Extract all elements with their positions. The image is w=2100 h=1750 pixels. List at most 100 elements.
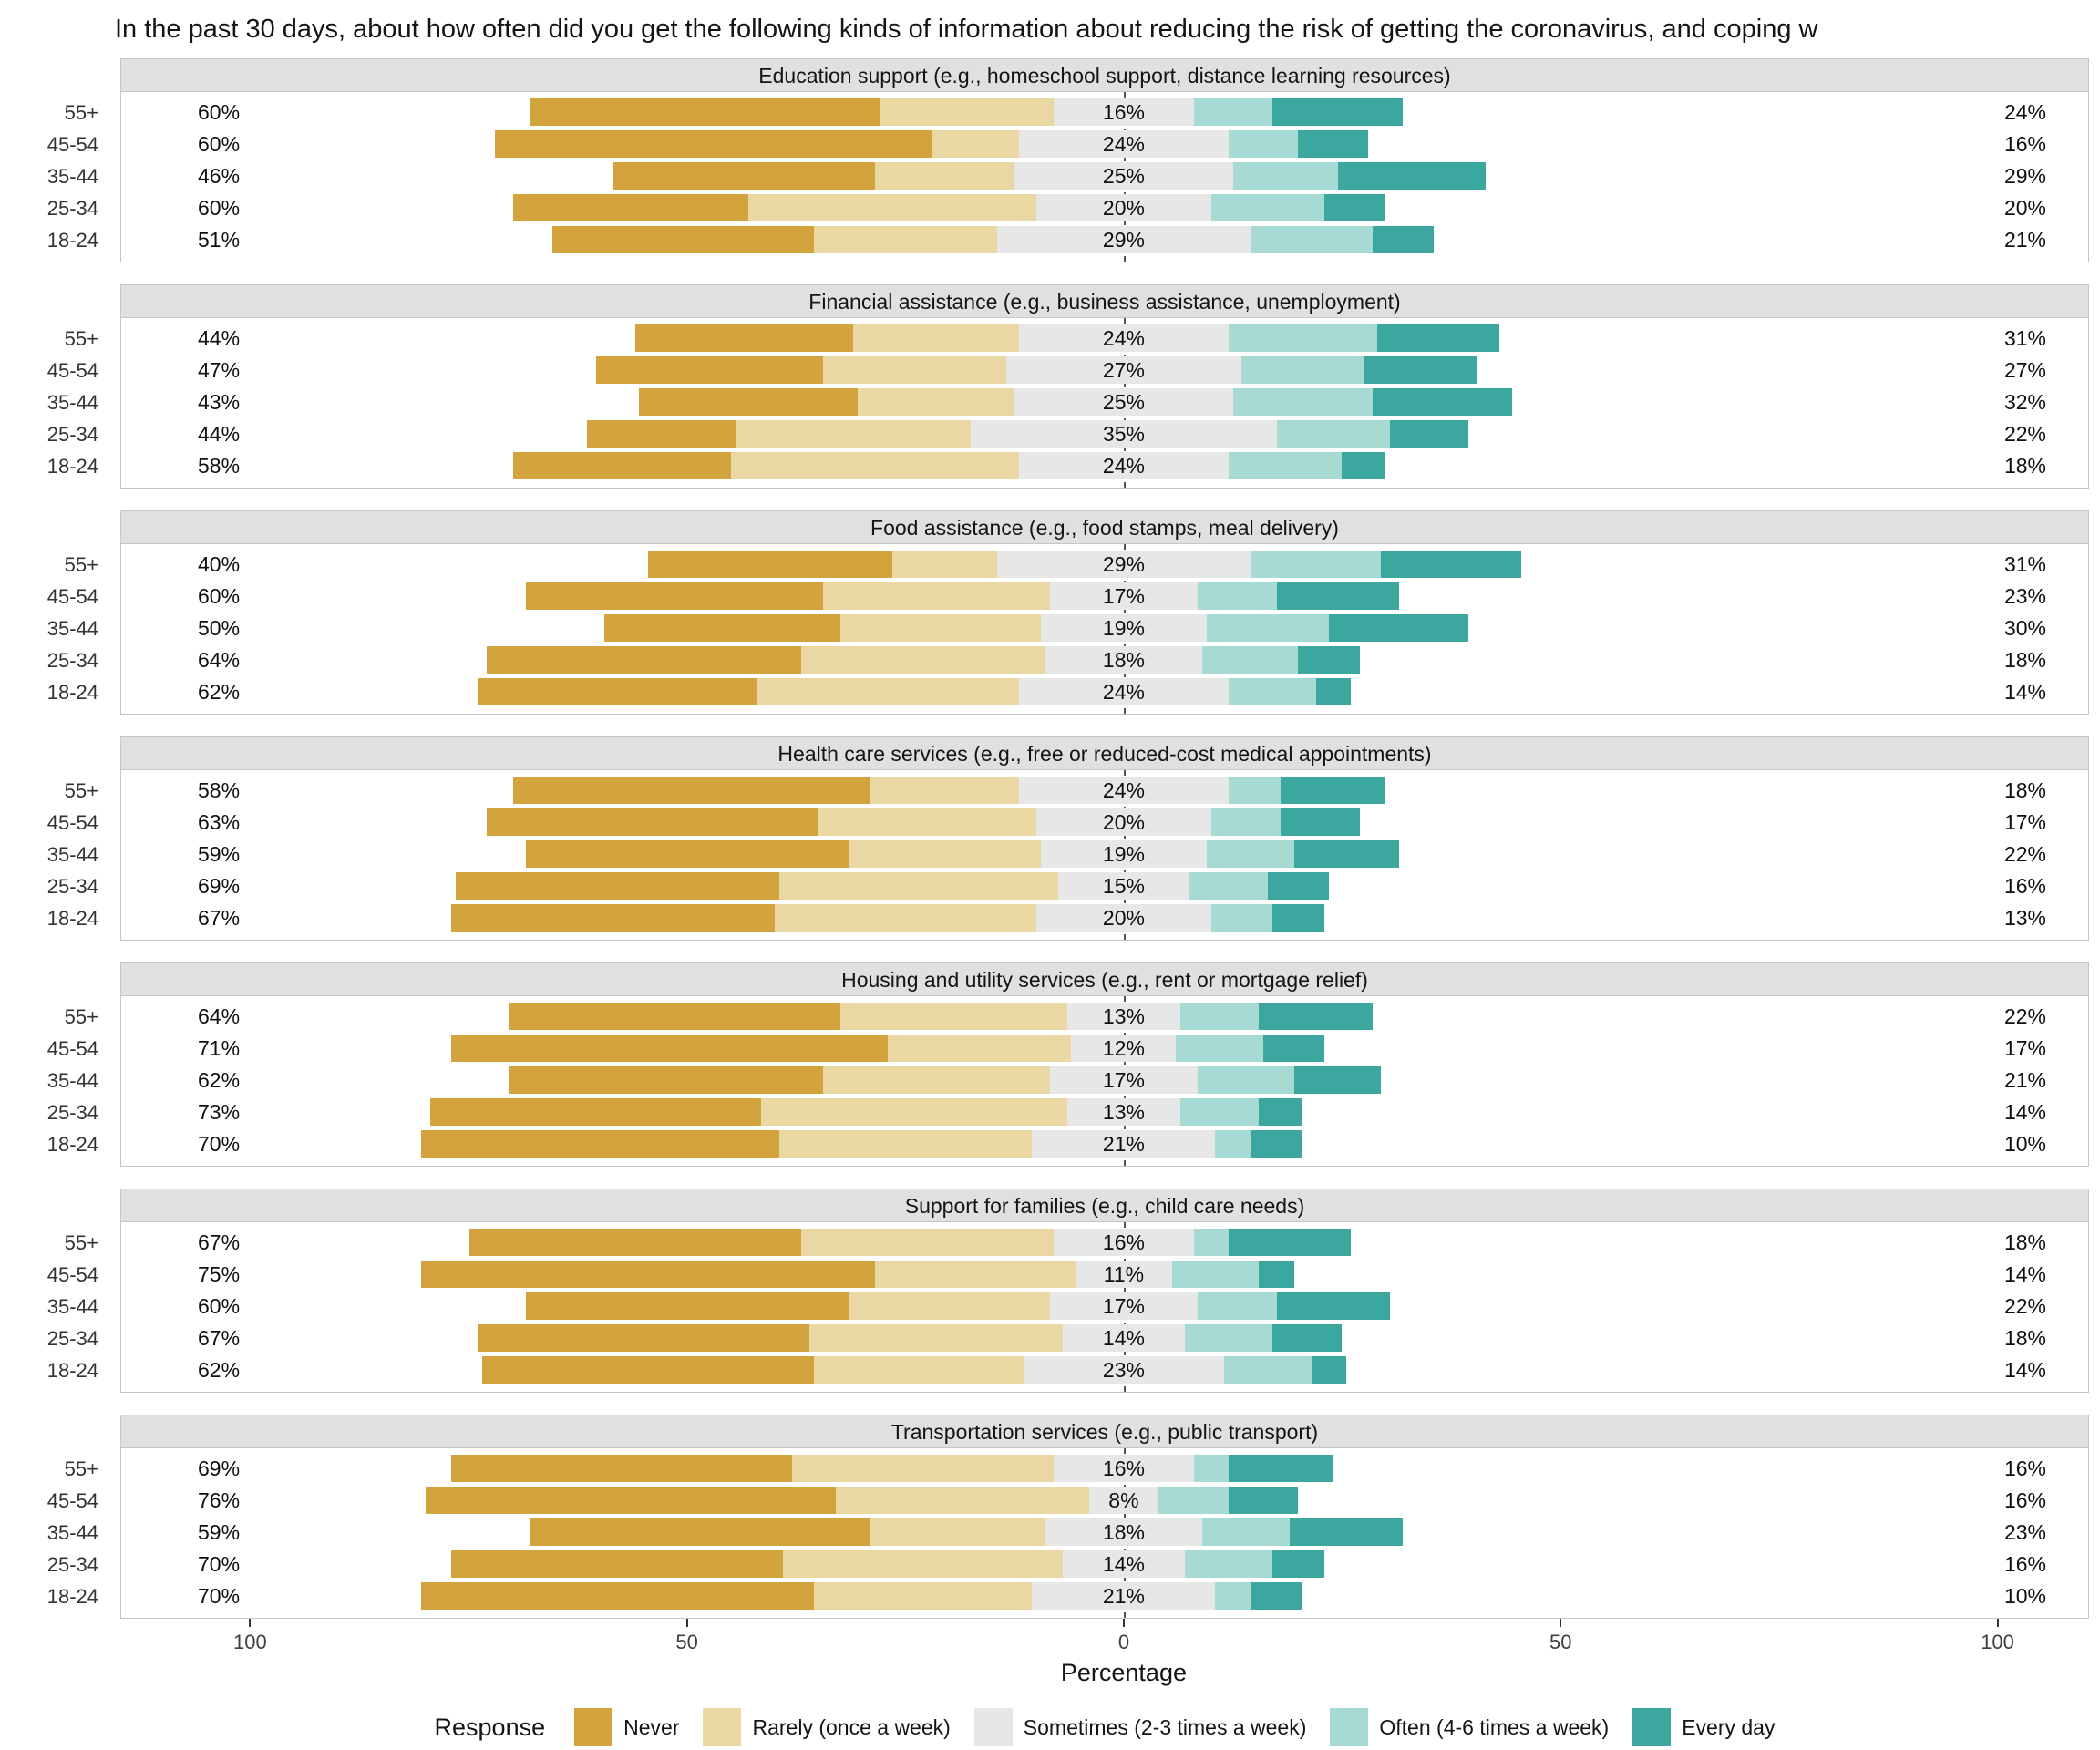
bar-segment-sometimes	[1054, 1455, 1194, 1482]
bar-segment-rarely	[774, 904, 1037, 932]
age-group-label: 25-34	[46, 1553, 98, 1576]
legend-swatch-rarely	[703, 1708, 742, 1746]
facet-panel: Health care services (e.g., free or redu…	[47, 736, 2089, 941]
center-value-label: 13%	[1102, 1100, 1145, 1124]
left-value-label: 60%	[198, 132, 241, 156]
left-value-label: 75%	[198, 1262, 241, 1286]
right-value-label: 22%	[2003, 842, 2046, 866]
right-value-label: 10%	[2003, 1584, 2046, 1608]
bar-segment-rarely	[835, 1487, 1089, 1514]
age-group-label: 25-34	[46, 875, 98, 898]
bar-segment-every_day	[1342, 452, 1386, 479]
bar-segment-rarely	[791, 1455, 1055, 1482]
left-value-label: 67%	[198, 906, 241, 930]
age-group-label: 18-24	[46, 1585, 98, 1608]
bar-segment-every_day	[1293, 840, 1399, 868]
facet-panel: Support for families (e.g., child care n…	[47, 1189, 2089, 1393]
age-group-label: 45-54	[46, 1489, 98, 1512]
facet-plot-area: 55+ 69% 16% 16% 45-54 76% 8% 16% 35-44 59% 18% 23% 2…	[47, 1448, 2088, 1618]
axis-tick-label: 0	[1117, 1631, 1130, 1653]
left-value-label: 60%	[198, 100, 241, 124]
bar-segment-every_day	[1263, 1035, 1325, 1062]
age-group-label: 18-24	[46, 455, 98, 478]
center-value-label: 23%	[1102, 1358, 1145, 1382]
bar-segment-never	[647, 551, 893, 578]
bar-segment-every_day	[1271, 904, 1325, 932]
center-value-label: 16%	[1102, 100, 1145, 124]
bar-row: 25-34 73% 13% 14%	[47, 1096, 2088, 1128]
axis-tick	[249, 1619, 252, 1627]
bar-row: 35-44 50% 19% 30%	[47, 612, 2088, 644]
center-value-label: 14%	[1102, 1326, 1145, 1350]
bar-row: 25-34 60% 20% 20%	[47, 192, 2088, 224]
right-value-label: 13%	[2003, 906, 2046, 930]
bar-segment-often	[1176, 1035, 1264, 1062]
bar-segment-sometimes	[1032, 1582, 1216, 1610]
bar-segment-rarely	[870, 777, 1019, 804]
bar-segment-sometimes	[1066, 1003, 1181, 1030]
bar-segment-every_day	[1372, 388, 1513, 416]
right-value-label: 29%	[2003, 164, 2046, 188]
right-value-label: 32%	[2003, 390, 2046, 414]
bar-segment-never	[495, 130, 932, 158]
age-group-label: 45-54	[46, 1037, 98, 1060]
right-value-label: 16%	[2003, 1488, 2046, 1512]
bar-segment-rarely	[800, 646, 1045, 674]
bar-segment-never	[525, 582, 823, 610]
x-axis: 100 50 0 50 100	[120, 1619, 2089, 1659]
bar-row: 45-54 60% 17% 23%	[47, 581, 2088, 612]
age-group-label: 45-54	[46, 1263, 98, 1286]
bar-segment-often	[1232, 388, 1373, 416]
bar-segment-often	[1215, 1130, 1251, 1158]
legend-swatch-every_day	[1632, 1708, 1672, 1746]
left-value-label: 58%	[198, 454, 241, 478]
bar-segment-never	[451, 1035, 889, 1062]
bar-segment-often	[1193, 98, 1272, 126]
center-value-label: 20%	[1102, 810, 1145, 834]
axis-tick	[1560, 1619, 1562, 1627]
age-group-label: 18-24	[46, 907, 98, 930]
center-value-label: 19%	[1102, 842, 1145, 866]
bar-segment-every_day	[1259, 1261, 1294, 1288]
bar-segment-every_day	[1293, 1066, 1382, 1094]
facet-plot-area: 55+ 60% 16% 24% 45-54 60% 24% 16% 35-44 46% 25% 29%…	[47, 92, 2088, 262]
bar-row: 45-54 71% 12% 17%	[47, 1033, 2088, 1065]
bar-segment-rarely	[800, 1229, 1055, 1256]
facet-strip-title: Financial assistance (e.g., business ass…	[121, 285, 2088, 318]
bar-segment-often	[1158, 1487, 1229, 1514]
bar-segment-often	[1180, 1003, 1260, 1030]
bar-segment-sometimes	[1062, 1550, 1185, 1578]
bar-segment-never	[456, 872, 779, 900]
bar-segment-sometimes	[1036, 194, 1211, 221]
bar-segment-often	[1250, 226, 1373, 253]
legend-label: Never	[623, 1714, 680, 1739]
age-group-label: 55+	[64, 1005, 98, 1028]
bar-segment-never	[420, 1261, 875, 1288]
right-value-label: 10%	[2003, 1132, 2046, 1156]
bar-segment-every_day	[1376, 324, 1499, 352]
bar-segment-every_day	[1228, 1229, 1351, 1256]
age-group-label: 18-24	[46, 681, 98, 704]
age-group-label: 18-24	[46, 229, 98, 252]
bar-segment-rarely	[822, 1066, 1050, 1094]
bar-row: 35-44 62% 17% 21%	[47, 1065, 2088, 1096]
bar-segment-rarely	[839, 614, 1041, 642]
bar-segment-often	[1241, 356, 1364, 384]
age-group-label: 55+	[64, 553, 98, 576]
bar-segment-every_day	[1267, 872, 1329, 900]
bar-row: 45-54 47% 27% 27%	[47, 355, 2088, 386]
bar-segment-every_day	[1298, 646, 1360, 674]
bar-row: 18-24 62% 24% 14%	[47, 676, 2088, 708]
left-value-label: 62%	[198, 1358, 241, 1382]
bar-segment-every_day	[1298, 130, 1369, 158]
bar-segment-rarely	[813, 226, 998, 253]
bar-segment-never	[639, 388, 858, 416]
left-value-label: 70%	[198, 1132, 241, 1156]
center-value-label: 24%	[1102, 326, 1145, 350]
legend-swatch-never	[574, 1708, 613, 1746]
center-value-label: 16%	[1102, 1230, 1145, 1254]
bar-segment-rarely	[857, 388, 1015, 416]
age-group-label: 25-34	[46, 423, 98, 446]
bar-segment-often	[1198, 582, 1277, 610]
bar-segment-rarely	[748, 194, 1037, 221]
